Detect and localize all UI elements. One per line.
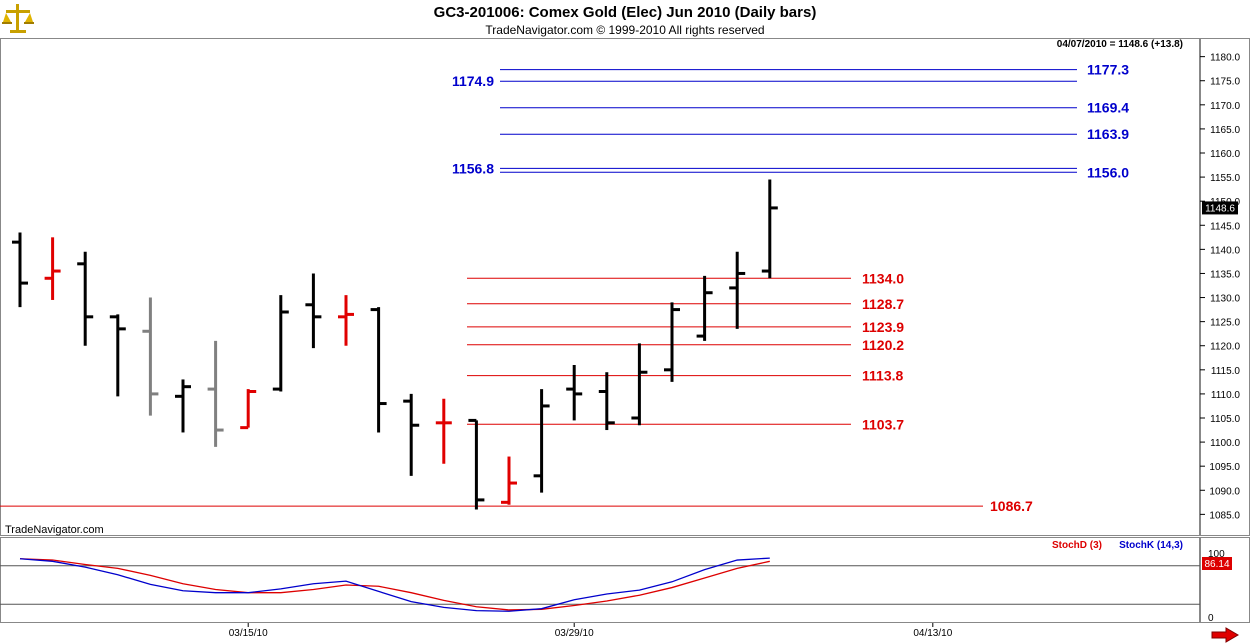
stoch-last-tag: 86.14 — [1202, 557, 1232, 570]
ohlc-bar — [207, 340, 224, 447]
stochastic-indicator: 100 0 — [0, 549, 1225, 624]
stoch-k-legend: StochK (14,3) — [1119, 540, 1183, 551]
ohlc-bar — [435, 398, 452, 464]
stoch-series-line — [19, 557, 770, 612]
y-tick-label: 1085.0 — [1209, 510, 1240, 521]
ohlc-bar — [77, 251, 94, 346]
ohlc-bar — [240, 389, 257, 430]
y-tick-label: 1095.0 — [1209, 462, 1240, 473]
y-tick-label: 1180.0 — [1210, 53, 1240, 64]
stoch-axis — [1200, 537, 1250, 623]
resistance-label: 1156.8 — [452, 160, 494, 176]
ohlc-bar — [175, 379, 191, 433]
ohlc-bars — [12, 179, 778, 510]
stoch-d-legend: StochD (3) — [1052, 540, 1102, 551]
ohlc-bar — [403, 393, 420, 476]
date-axis-ticks: 03/15/10 03/29/10 04/13/10 — [229, 623, 953, 639]
y-tick-label: 1090.0 — [1209, 486, 1240, 497]
ohlc-bar — [696, 275, 713, 341]
support-label: 1086.7 — [990, 498, 1033, 514]
support-label: 1103.7 — [862, 416, 904, 432]
y-tick-label: 1100.0 — [1210, 438, 1240, 449]
chart-title: GC3-201006: Comex Gold (Elec) Jun 2010 (… — [434, 4, 817, 21]
y-tick-label: 1175.0 — [1210, 77, 1240, 88]
ohlc-bar — [566, 365, 583, 421]
y-tick-label: 1115.0 — [1211, 366, 1241, 377]
y-tick-label: 1145.0 — [1210, 221, 1240, 232]
ohlc-bar — [761, 179, 778, 279]
ohlc-bar — [729, 251, 746, 329]
x-tick-label: 03/29/10 — [555, 628, 594, 639]
ohlc-bar — [598, 372, 615, 431]
y-tick-label: 1155.0 — [1210, 173, 1240, 184]
y-tick-label: 1125.0 — [1210, 318, 1240, 329]
y-tick-label: 1140.0 — [1210, 245, 1240, 256]
resistance-label: 1163.9 — [1087, 126, 1129, 142]
y-tick-label: 1130.0 — [1210, 294, 1240, 305]
right-arrow-icon[interactable] — [1211, 627, 1239, 643]
price-axis — [1200, 38, 1250, 536]
y-tick-label: 1165.0 — [1210, 125, 1240, 136]
y-tick-label: 1135.0 — [1210, 269, 1240, 280]
date-axis — [0, 623, 1250, 643]
y-tick-label: 1110.0 — [1211, 390, 1241, 401]
ohlc-bar — [664, 302, 680, 382]
price-panel — [0, 38, 1200, 536]
resistance-label: 1174.9 — [452, 73, 494, 89]
resistance-label: 1177.3 — [1087, 62, 1129, 78]
x-tick-label: 04/13/10 — [913, 628, 952, 639]
ohlc-bar — [338, 295, 354, 346]
y-tick-label: 1160.0 — [1210, 149, 1240, 160]
stoch-panel — [0, 537, 1200, 623]
watermark: TradeNavigator.com — [5, 524, 104, 536]
ohlc-bar — [142, 297, 159, 416]
ohlc-bar — [370, 307, 387, 433]
x-tick-label: 03/15/10 — [229, 628, 268, 639]
y-tick-label: 1120.0 — [1210, 342, 1240, 353]
stoch-y-label: 0 — [1208, 613, 1214, 624]
ohlc-bar — [305, 273, 322, 349]
y-tick-label: 1105.0 — [1210, 414, 1240, 425]
last-price-label: 1148.6 — [1205, 203, 1235, 214]
copyright-text: TradeNavigator.com © 1999-2010 All right… — [485, 23, 764, 37]
ohlc-bar — [44, 237, 61, 300]
support-label: 1134.0 — [862, 270, 904, 286]
support-label: 1113.8 — [862, 368, 903, 384]
ohlc-bar — [12, 232, 28, 308]
stoch-series-line — [19, 558, 770, 611]
support-label: 1128.7 — [862, 296, 904, 312]
price-levels: 1177.3 1174.9 1169.4 1163.9 1156.8 1156.0 1134… — [0, 62, 1129, 514]
ohlc-bar — [109, 314, 126, 397]
stoch-y-label: 100 — [1208, 549, 1225, 560]
stoch-last-label: 86.14 — [1204, 559, 1229, 570]
resistance-label: 1156.0 — [1087, 164, 1129, 180]
status-readout: 04/07/2010 = 1148.6 (+13.8) — [1057, 39, 1183, 50]
ohlc-bar — [501, 456, 517, 505]
ohlc-bar — [468, 418, 485, 510]
support-label: 1120.2 — [862, 337, 904, 353]
ohlc-bar — [272, 295, 289, 392]
support-label: 1123.9 — [862, 319, 904, 335]
resistance-label: 1169.4 — [1087, 100, 1129, 116]
last-price-tag: 1148.6 — [1202, 201, 1238, 215]
ohlc-bar — [533, 389, 550, 493]
ohlc-bar — [631, 343, 648, 426]
y-tick-label: 1170.0 — [1210, 101, 1240, 112]
scales-of-justice-icon — [2, 4, 34, 33]
